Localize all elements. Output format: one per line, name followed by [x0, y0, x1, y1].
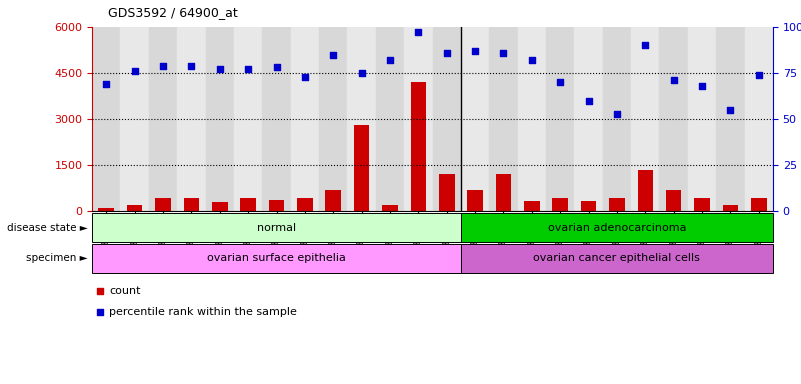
Bar — [745, 27, 773, 211]
Text: normal: normal — [257, 222, 296, 233]
Point — [501, 181, 513, 187]
Bar — [461, 213, 773, 242]
Point — [501, 0, 513, 3]
Bar — [517, 27, 546, 211]
Point — [724, 107, 737, 113]
Bar — [439, 174, 454, 211]
Point — [610, 111, 623, 117]
Point — [412, 29, 425, 35]
Bar — [524, 201, 540, 211]
Point — [469, 48, 481, 54]
Bar — [461, 244, 773, 273]
Point — [327, 51, 340, 58]
Bar — [92, 244, 461, 273]
Bar — [120, 27, 149, 211]
Point — [525, 57, 538, 63]
Bar — [183, 198, 199, 211]
Bar — [574, 27, 602, 211]
Bar — [319, 27, 348, 211]
Bar — [751, 198, 767, 211]
Bar — [659, 27, 688, 211]
Bar — [206, 27, 234, 211]
Bar — [177, 27, 206, 211]
Point — [270, 65, 283, 71]
Bar — [325, 190, 341, 211]
Bar — [467, 190, 483, 211]
Point — [553, 79, 566, 85]
Bar — [411, 82, 426, 211]
Point — [242, 66, 255, 72]
Text: ovarian surface epithelia: ovarian surface epithelia — [207, 253, 346, 263]
Bar — [631, 27, 659, 211]
Bar — [694, 198, 710, 211]
Point — [582, 98, 595, 104]
Point — [639, 42, 652, 48]
Point — [100, 81, 113, 87]
Text: ovarian adenocarcinoma: ovarian adenocarcinoma — [548, 222, 686, 233]
Bar — [716, 27, 745, 211]
Bar — [609, 198, 625, 211]
Point — [441, 50, 453, 56]
Point — [384, 57, 396, 63]
Point — [299, 74, 312, 80]
Bar — [268, 200, 284, 211]
Point — [695, 83, 708, 89]
Bar — [405, 27, 433, 211]
Text: specimen ►: specimen ► — [26, 253, 88, 263]
Bar — [297, 198, 312, 211]
Bar — [376, 27, 405, 211]
Bar — [354, 125, 369, 211]
Bar — [127, 205, 143, 211]
Bar — [581, 201, 597, 211]
Bar — [553, 198, 568, 211]
Bar — [155, 198, 171, 211]
Bar — [666, 190, 682, 211]
Bar — [638, 170, 653, 211]
Bar — [99, 207, 114, 211]
Bar — [461, 27, 489, 211]
Text: disease state ►: disease state ► — [7, 222, 88, 233]
Bar — [496, 174, 511, 211]
Text: percentile rank within the sample: percentile rank within the sample — [109, 306, 297, 316]
Bar — [688, 27, 716, 211]
Bar — [489, 27, 517, 211]
Point — [128, 68, 141, 74]
Text: count: count — [109, 286, 141, 296]
Bar — [92, 27, 120, 211]
Bar — [382, 205, 398, 211]
Bar — [149, 27, 177, 211]
Bar — [212, 202, 227, 211]
Point — [157, 63, 170, 69]
Text: ovarian cancer epithelial cells: ovarian cancer epithelial cells — [533, 253, 700, 263]
Bar — [348, 27, 376, 211]
Bar — [291, 27, 319, 211]
Bar — [240, 198, 256, 211]
Point — [355, 70, 368, 76]
Bar — [92, 213, 461, 242]
Text: GDS3592 / 64900_at: GDS3592 / 64900_at — [108, 6, 238, 19]
Bar — [603, 27, 631, 211]
Bar — [433, 27, 461, 211]
Bar — [546, 27, 574, 211]
Point — [667, 77, 680, 83]
Point — [213, 66, 226, 72]
Point — [497, 50, 510, 56]
Bar — [263, 27, 291, 211]
Point — [752, 72, 765, 78]
Point — [185, 63, 198, 69]
Bar — [234, 27, 263, 211]
Bar — [723, 205, 739, 211]
